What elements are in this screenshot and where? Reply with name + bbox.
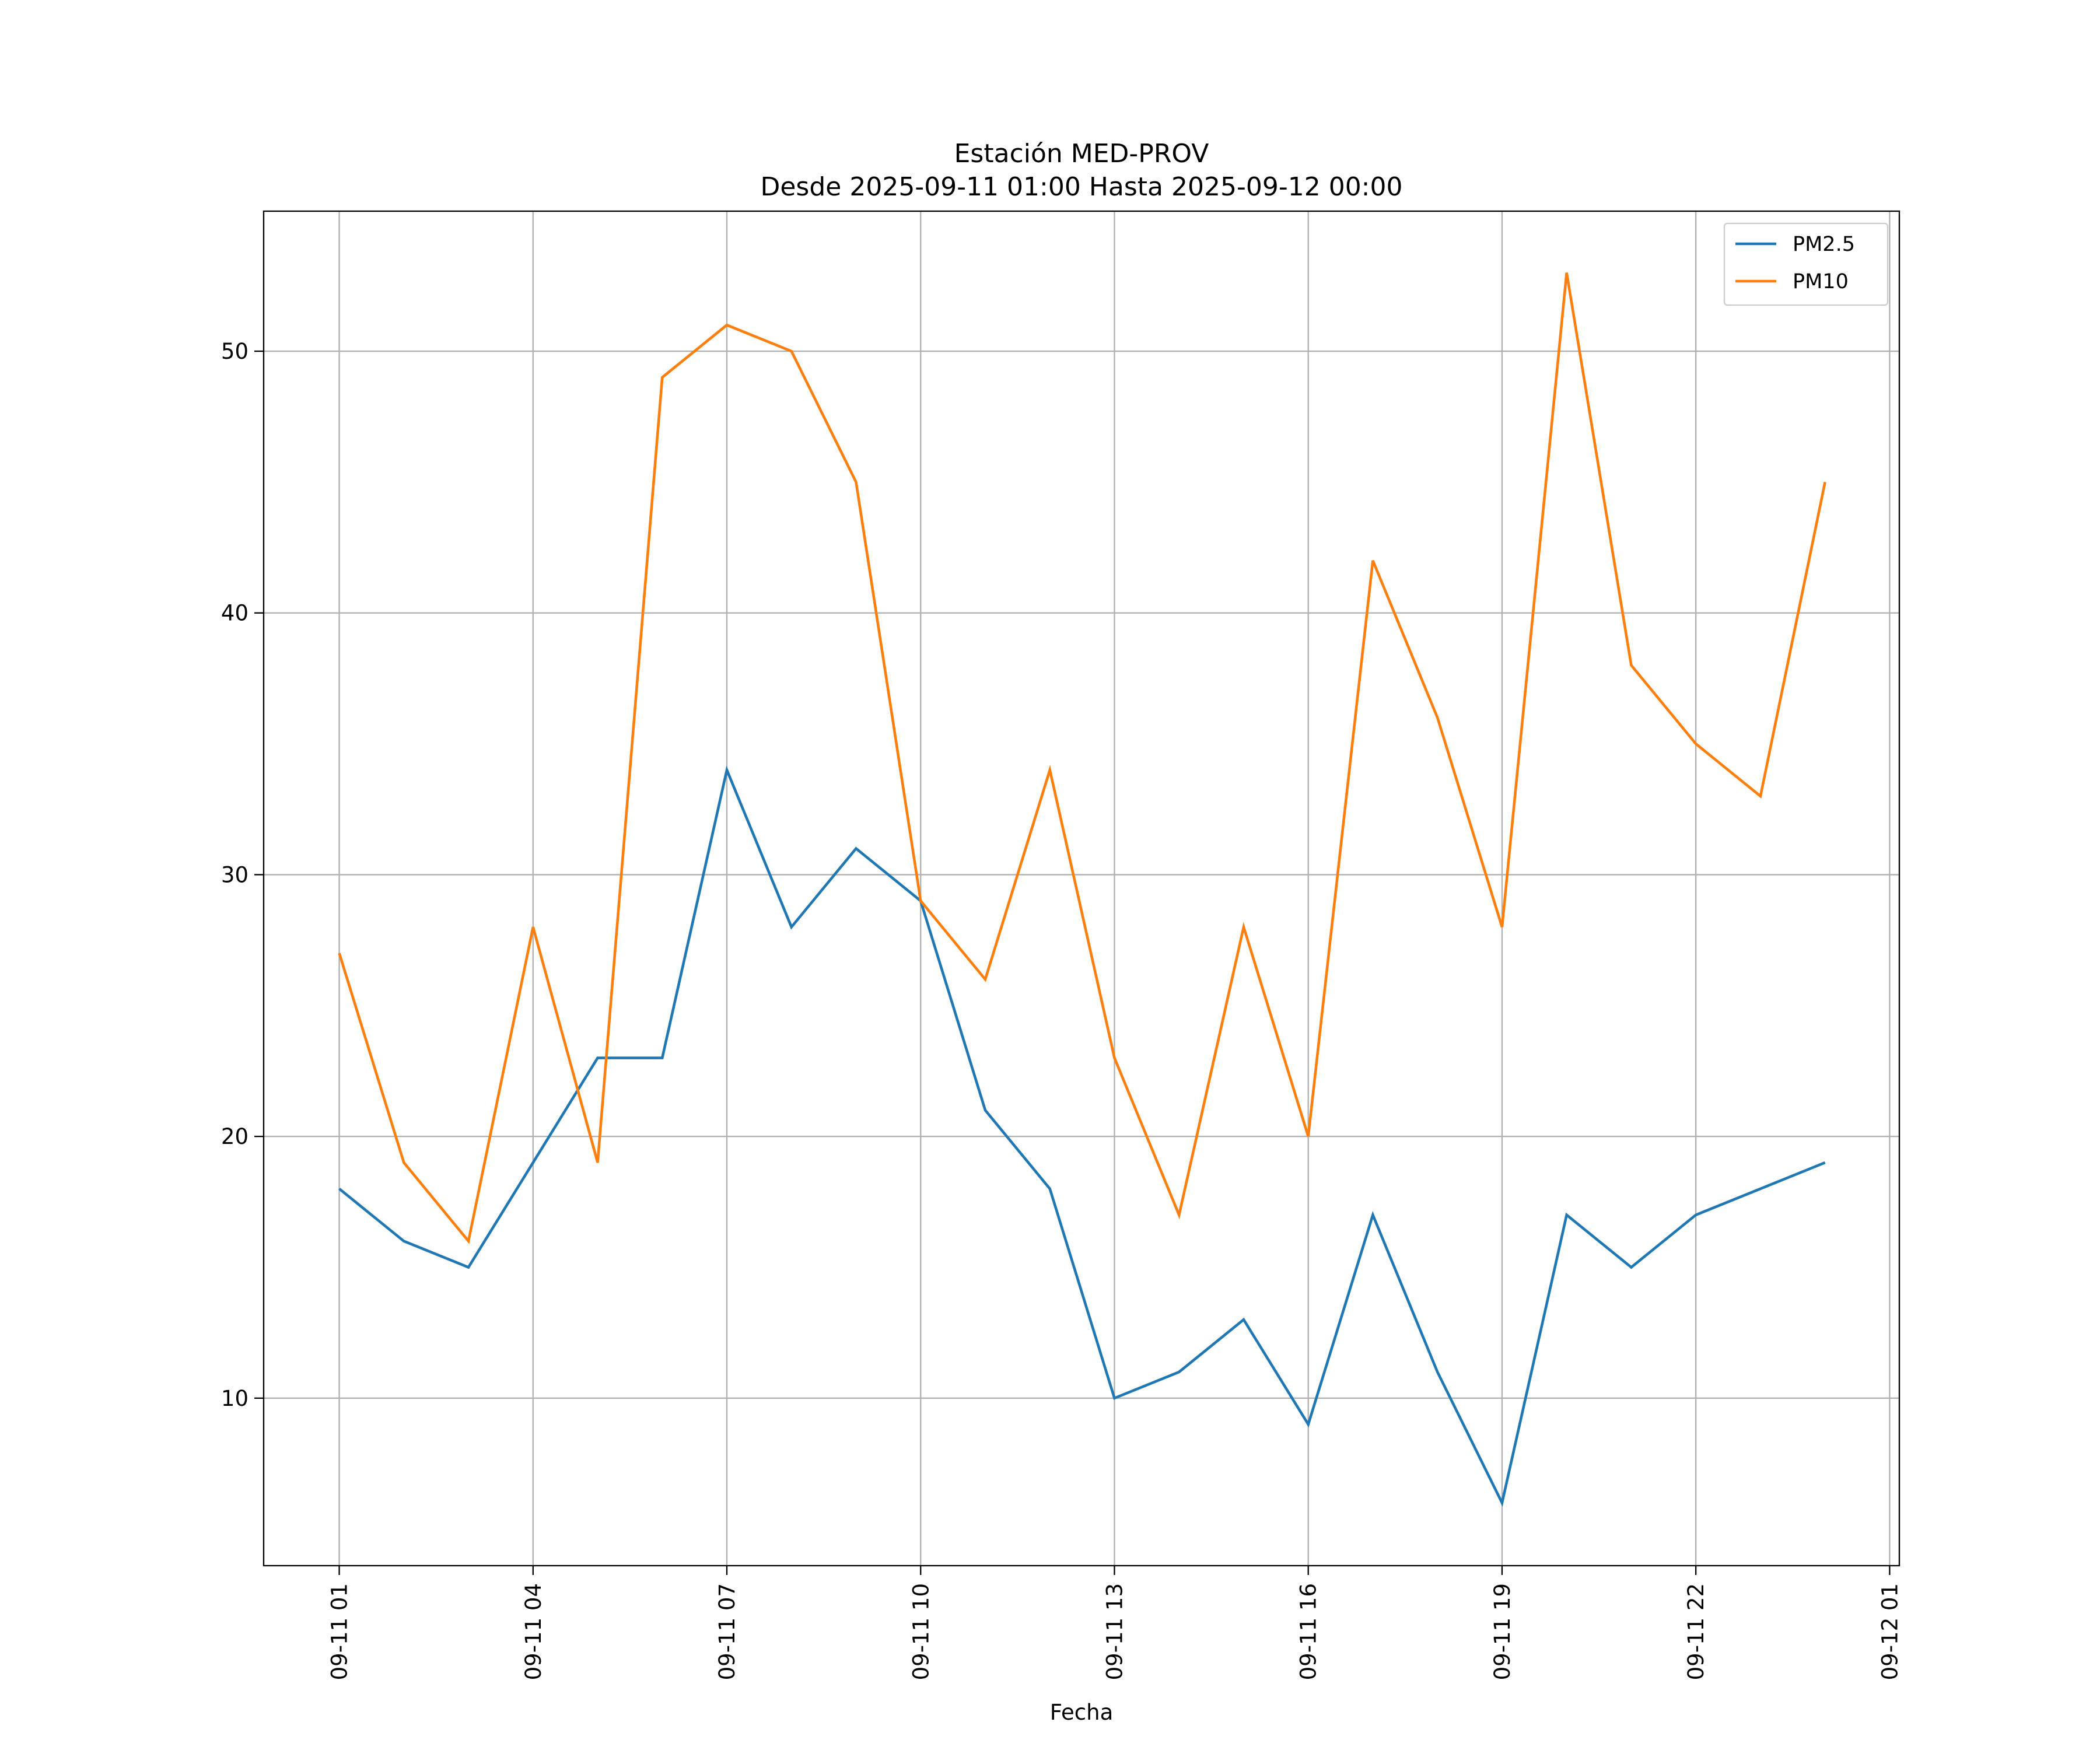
chart-subtitle: Desde 2025-09-11 01:00 Hasta 2025-09-12 … [760, 172, 1402, 202]
x-tick-label: 09-11 01 [327, 1583, 352, 1680]
y-axis: 10 20 30 40 50 [221, 339, 264, 1411]
x-axis: 09-11 01 09-11 04 09-11 07 09-11 10 09-11 13… [327, 1566, 1902, 1680]
y-tick-label: 50 [221, 339, 249, 364]
x-tick-label: 09-12 01 [1877, 1583, 1902, 1680]
x-tick-label: 09-11 13 [1102, 1583, 1127, 1680]
legend: PM2.5 PM10 [1723, 222, 1889, 306]
x-tick-label: 09-11 07 [715, 1583, 740, 1680]
x-tick-label: 09-11 19 [1490, 1583, 1515, 1680]
x-tick-label: 09-11 22 [1684, 1583, 1709, 1680]
y-tick-label: 30 [221, 862, 249, 887]
series-line-pm25 [338, 765, 1826, 1507]
y-tick-label: 20 [221, 1124, 249, 1149]
series-line-pm10 [338, 272, 1826, 1244]
x-tick-label: 09-11 16 [1296, 1583, 1321, 1680]
series-lines [338, 272, 1826, 1507]
legend-label-pm25: PM2.5 [1793, 233, 1855, 256]
axes-frame [262, 210, 1901, 1567]
grid [264, 211, 1899, 1566]
chart-title: Estación MED-PROV [954, 139, 1209, 169]
x-axis-label: Fecha [1050, 1700, 1114, 1725]
legend-label-pm10: PM10 [1793, 270, 1849, 293]
y-tick-label: 40 [221, 601, 249, 626]
x-tick-label: 09-11 10 [908, 1583, 933, 1680]
x-tick-label: 09-11 04 [521, 1583, 546, 1680]
y-tick-label: 10 [221, 1386, 249, 1411]
